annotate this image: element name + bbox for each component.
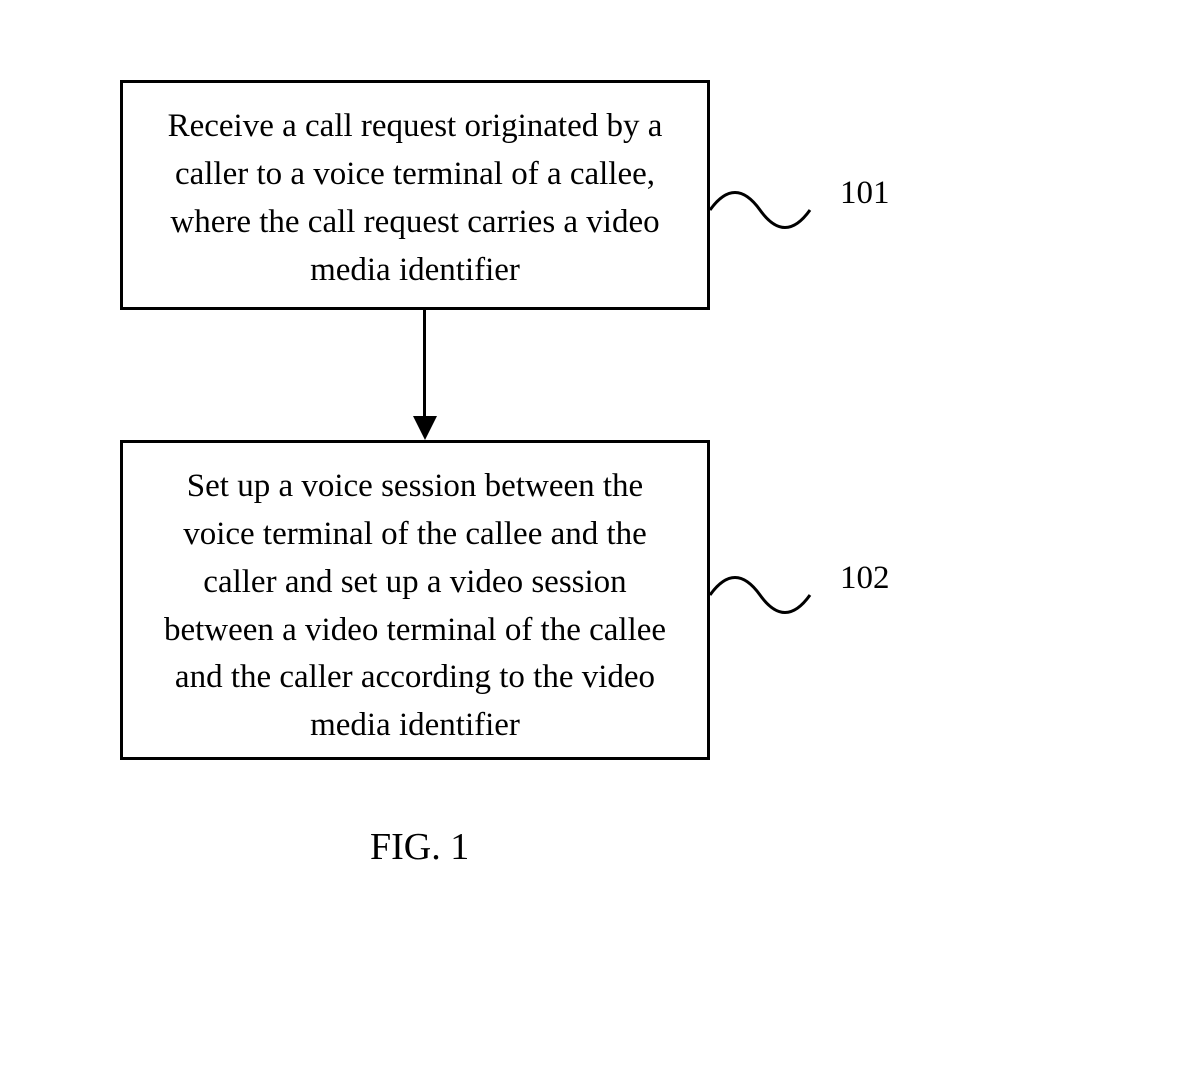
figure-caption: FIG. 1 xyxy=(370,825,469,869)
flow-box-101: Receive a call request originated by a c… xyxy=(120,80,710,310)
flow-arrow xyxy=(413,310,437,440)
flow-box-102: Set up a voice session between the voice… xyxy=(120,440,710,760)
label-102: 102 xyxy=(840,560,890,597)
connector-curve-102 xyxy=(710,565,830,625)
label-101: 101 xyxy=(840,175,890,212)
connector-curve-101 xyxy=(710,180,830,240)
box-text-101: Receive a call request originated by a c… xyxy=(153,103,677,294)
box-text-102: Set up a voice session between the voice… xyxy=(153,463,677,750)
